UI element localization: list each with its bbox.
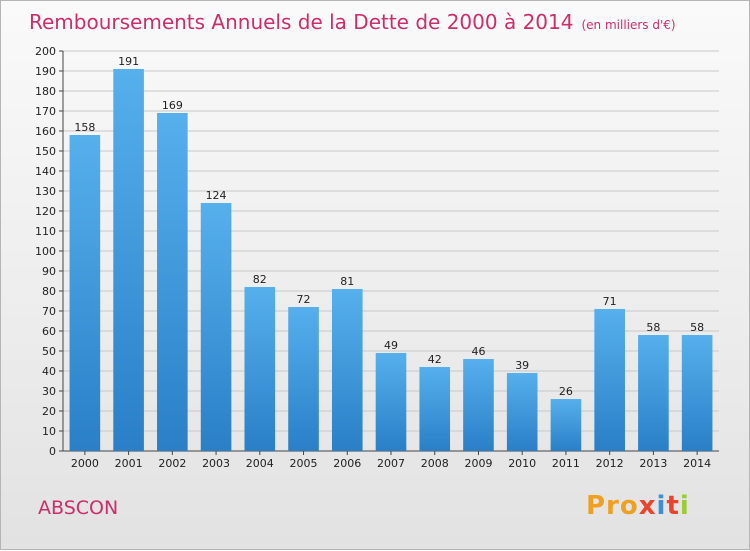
value-label-2002: 169 (162, 99, 183, 112)
value-label-2001: 191 (118, 55, 139, 68)
commune-name: ABSCON (38, 497, 119, 519)
y-tick-label: 70 (42, 305, 56, 318)
x-tick-label-2006: 2006 (333, 457, 361, 470)
x-tick-label-2013: 2013 (639, 457, 667, 470)
bar-2007 (375, 353, 407, 451)
bar-2013 (638, 335, 669, 451)
value-label-2014: 58 (690, 321, 704, 334)
value-label-2004: 82 (253, 273, 267, 286)
value-label-2000: 158 (74, 121, 95, 134)
y-tick-label: 0 (49, 445, 56, 458)
value-label-2005: 72 (297, 293, 311, 306)
chart-title: Remboursements Annuels de la Dette de 20… (29, 10, 676, 34)
x-tick-label-2000: 2000 (71, 457, 99, 470)
brand-part-5: i (679, 491, 690, 521)
bar-2010 (506, 373, 538, 451)
y-tick-label: 90 (42, 265, 56, 278)
y-tick-label: 60 (42, 325, 56, 338)
bar-2001 (113, 69, 144, 451)
y-tick-label: 20 (42, 405, 56, 418)
bar-2014 (681, 335, 713, 451)
x-tick-label-2002: 2002 (158, 457, 186, 470)
y-tick-label: 120 (35, 205, 56, 218)
y-tick-label: 190 (35, 65, 56, 78)
brand-part-4: t (666, 491, 680, 521)
chart-title-text: Remboursements Annuels de la Dette de 20… (29, 10, 574, 34)
value-label-2009: 46 (471, 345, 485, 358)
brand-part-2: x (638, 491, 657, 521)
x-tick-label-2014: 2014 (683, 457, 711, 470)
y-tick-label: 180 (35, 85, 56, 98)
brand-logo: Proxiti (586, 491, 690, 521)
x-tick-label-2012: 2012 (596, 457, 624, 470)
y-tick-label: 140 (35, 165, 56, 178)
bar-2009 (463, 359, 494, 451)
y-tick-label: 100 (35, 245, 56, 258)
y-tick-label: 110 (35, 225, 56, 238)
y-tick-label: 200 (35, 45, 56, 58)
value-label-2006: 81 (340, 275, 354, 288)
bars (69, 69, 713, 451)
x-tick-label-2003: 2003 (202, 457, 230, 470)
y-tick-label: 160 (35, 125, 56, 138)
brand-part-1: Pro (586, 491, 639, 521)
bar-2011 (550, 399, 582, 451)
chart-subtitle: (en milliers d'€) (581, 18, 676, 32)
x-tick-label-2007: 2007 (377, 457, 405, 470)
brand-part-3: i (656, 491, 667, 521)
y-tick-label: 50 (42, 345, 56, 358)
bar-2006 (331, 289, 363, 451)
x-tick-label-2011: 2011 (552, 457, 580, 470)
value-label-2010: 39 (515, 359, 529, 372)
bar-2005 (288, 307, 319, 451)
y-tick-label: 150 (35, 145, 56, 158)
x-tick-label-2005: 2005 (290, 457, 318, 470)
x-tick-label-2004: 2004 (246, 457, 274, 470)
value-label-2008: 42 (428, 353, 442, 366)
bar-2003 (200, 203, 232, 451)
y-tick-label: 80 (42, 285, 56, 298)
value-label-2013: 58 (646, 321, 660, 334)
x-tick-label-2008: 2008 (421, 457, 449, 470)
x-tick-label-2009: 2009 (464, 457, 492, 470)
y-tick-label: 130 (35, 185, 56, 198)
bar-2000 (69, 135, 101, 451)
y-tick-label: 30 (42, 385, 56, 398)
value-label-2011: 26 (559, 385, 573, 398)
bar-2008 (419, 367, 451, 451)
value-label-2003: 124 (206, 189, 227, 202)
bar-2004 (244, 287, 276, 451)
labels: 0 10 20 30 40 50 60 70 80 90 100 110 120 130 140 150 160… (35, 45, 711, 470)
y-tick-label: 40 (42, 365, 56, 378)
x-tick-label-2010: 2010 (508, 457, 536, 470)
bar-2002 (157, 113, 188, 451)
value-label-2007: 49 (384, 339, 398, 352)
y-tick-label: 170 (35, 105, 56, 118)
bar-2012 (594, 309, 625, 451)
x-tick-label-2001: 2001 (115, 457, 143, 470)
value-label-2012: 71 (603, 295, 617, 308)
y-tick-label: 10 (42, 425, 56, 438)
